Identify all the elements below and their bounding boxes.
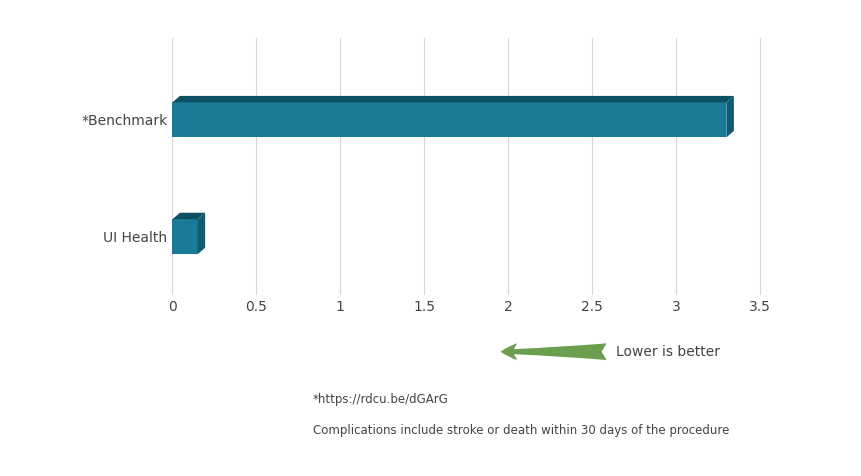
Polygon shape [726,96,733,138]
Polygon shape [172,213,205,219]
Polygon shape [172,96,733,102]
Text: *https://rdcu.be/dGArG: *https://rdcu.be/dGArG [313,393,448,406]
Bar [172,219,197,254]
Text: Lower is better: Lower is better [615,345,719,359]
Text: Complications include stroke or death within 30 days of the procedure: Complications include stroke or death wi… [313,424,728,436]
Polygon shape [197,213,205,254]
Bar [172,102,726,138]
